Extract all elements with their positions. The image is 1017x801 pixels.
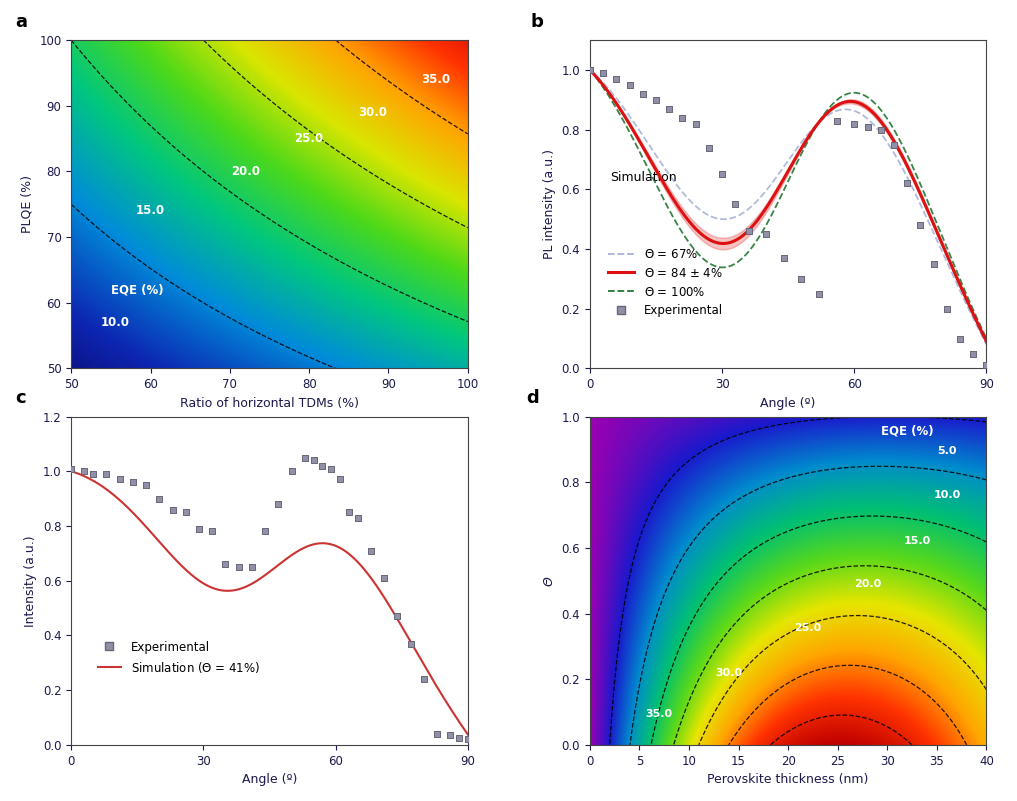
X-axis label: Angle (º): Angle (º)	[242, 773, 297, 787]
Point	[390, 610, 406, 622]
Point	[244, 561, 260, 574]
Text: 25.0: 25.0	[794, 623, 822, 634]
Legend: Experimental, Simulation ($\Theta$ = 41%): Experimental, Simulation ($\Theta$ = 41%…	[93, 636, 264, 679]
Point	[125, 476, 141, 489]
Point	[451, 731, 467, 744]
Point	[727, 198, 743, 211]
Point	[63, 462, 79, 475]
Point	[99, 468, 115, 481]
Point	[776, 252, 792, 264]
Point	[873, 123, 889, 136]
Point	[886, 138, 902, 151]
Legend: $\Theta$ = 67%, $\Theta$ = 84 $\pm$ 4%, $\Theta$ = 100%, Experimental: $\Theta$ = 67%, $\Theta$ = 84 $\pm$ 4%, …	[604, 243, 728, 322]
Point	[758, 227, 774, 240]
Point	[403, 638, 419, 650]
Point	[231, 561, 247, 574]
Text: 10.0: 10.0	[101, 316, 129, 329]
Point	[284, 465, 300, 477]
Point	[793, 272, 810, 285]
Text: c: c	[15, 389, 26, 408]
X-axis label: Ratio of horizontal TDMs (%): Ratio of horizontal TDMs (%)	[180, 396, 359, 410]
Y-axis label: Θ: Θ	[543, 576, 556, 586]
Y-axis label: PL intensity (a.u.): PL intensity (a.u.)	[543, 149, 556, 260]
Point	[429, 727, 445, 740]
Text: 5.0: 5.0	[937, 446, 957, 456]
Point	[635, 87, 651, 100]
Point	[442, 729, 459, 742]
Point	[608, 72, 624, 85]
Point	[648, 94, 664, 107]
Point	[363, 544, 379, 557]
Point	[714, 168, 730, 181]
Text: 30.0: 30.0	[358, 106, 387, 119]
Text: Simulation: Simulation	[610, 171, 676, 184]
Text: 20.0: 20.0	[231, 165, 260, 178]
Point	[859, 120, 876, 133]
Point	[811, 288, 827, 300]
Point	[305, 454, 321, 467]
Point	[271, 497, 287, 510]
Text: 25.0: 25.0	[295, 132, 323, 145]
Point	[899, 177, 915, 190]
Point	[582, 63, 598, 76]
Point	[376, 572, 393, 585]
Point	[978, 359, 995, 372]
Point	[218, 557, 234, 570]
Text: 15.0: 15.0	[136, 204, 165, 217]
Point	[178, 506, 194, 519]
Point	[165, 503, 181, 516]
X-axis label: Perovskite thickness (nm): Perovskite thickness (nm)	[708, 773, 869, 787]
X-axis label: Angle (º): Angle (º)	[761, 396, 816, 410]
Point	[460, 733, 476, 746]
Text: 10.0: 10.0	[934, 490, 960, 501]
Point	[687, 117, 704, 130]
Text: EQE (%): EQE (%)	[881, 425, 934, 438]
Point	[952, 332, 968, 345]
Point	[416, 673, 432, 686]
Point	[701, 141, 717, 154]
Point	[112, 473, 128, 486]
Text: 30.0: 30.0	[715, 668, 742, 678]
Point	[661, 103, 677, 115]
Point	[341, 506, 357, 519]
Point	[332, 473, 348, 486]
Point	[939, 302, 955, 315]
Point	[138, 478, 155, 491]
Text: EQE (%): EQE (%)	[111, 283, 164, 296]
Text: 35.0: 35.0	[646, 709, 673, 718]
Point	[595, 66, 611, 79]
Point	[621, 78, 638, 91]
Text: a: a	[15, 13, 27, 31]
Text: 20.0: 20.0	[854, 579, 881, 589]
Point	[191, 522, 207, 535]
Text: 15.0: 15.0	[903, 537, 931, 546]
Point	[965, 347, 981, 360]
Point	[204, 525, 221, 538]
Point	[829, 115, 845, 127]
Point	[350, 511, 366, 524]
Y-axis label: Intensity (a.u.): Intensity (a.u.)	[24, 535, 38, 626]
Point	[152, 492, 168, 505]
Point	[257, 525, 274, 538]
Point	[85, 468, 102, 481]
Point	[925, 258, 942, 271]
Point	[314, 459, 331, 472]
Point	[76, 465, 93, 477]
Point	[740, 225, 757, 238]
Point	[674, 111, 691, 124]
Text: 35.0: 35.0	[421, 73, 451, 86]
Point	[297, 451, 313, 464]
Point	[912, 219, 929, 231]
Y-axis label: PLQE (%): PLQE (%)	[20, 175, 34, 233]
Text: b: b	[531, 13, 543, 31]
Point	[323, 462, 340, 475]
Text: d: d	[527, 389, 539, 408]
Point	[846, 117, 862, 130]
